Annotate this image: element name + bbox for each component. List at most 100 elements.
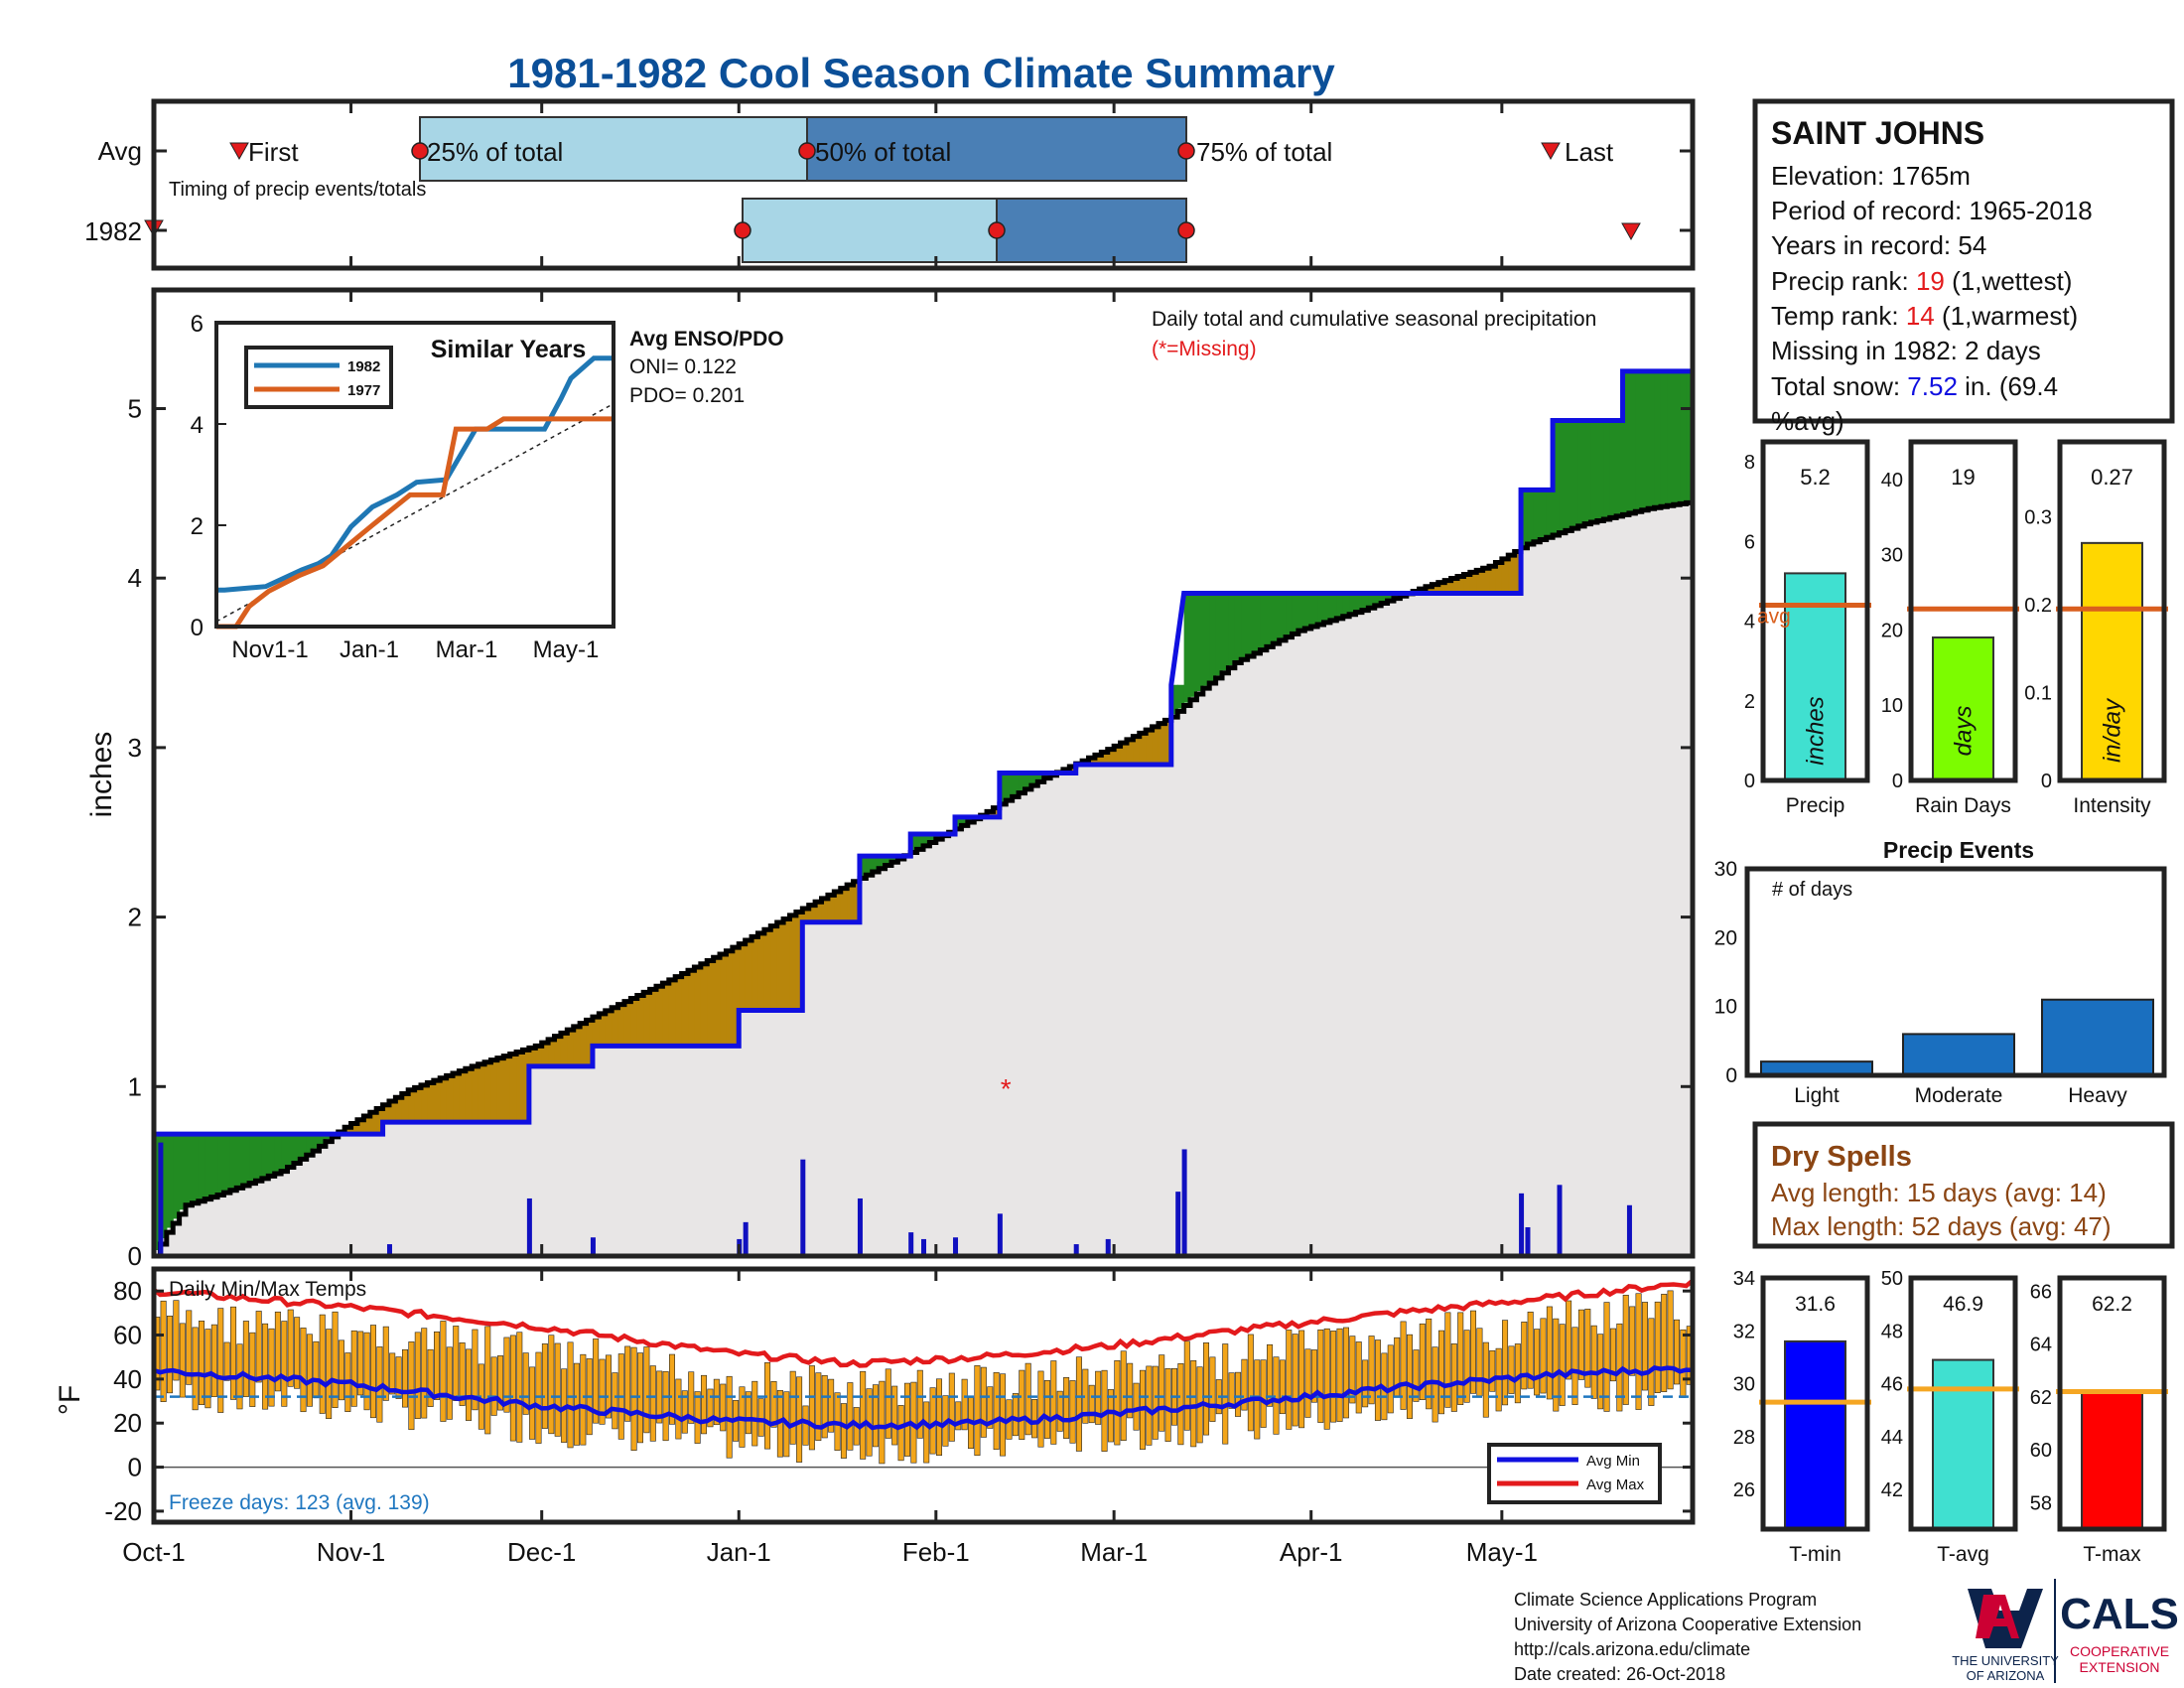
daily-temp-bar [1444,1312,1451,1408]
below-avg-band [580,1022,588,1066]
timing-percentile-dot [798,142,816,160]
below-avg-band [675,975,683,1047]
below-avg-band [1450,577,1458,594]
temp-summary-bar-2 [2081,1390,2143,1530]
below-avg-band [592,1015,600,1047]
daily-temp-bar [230,1306,237,1400]
below-avg-band [1114,744,1122,765]
below-avg-band [636,993,644,1047]
inset-xtick: May-1 [533,636,600,663]
below-avg-band [1432,583,1439,594]
above-avg-band [1342,593,1350,616]
daily-temp-bar [395,1356,402,1399]
below-avg-band [1514,549,1522,594]
daily-temp-bar [1146,1365,1153,1446]
below-avg-band [541,1041,549,1066]
footer-line2: University of Arizona Cooperative Extens… [1514,1615,1861,1634]
timing-p50-label: 50% of total [815,137,951,167]
below-avg-band [643,990,651,1047]
below-avg-band [1146,728,1154,765]
above-avg-band [1571,420,1579,527]
above-avg-band [879,856,887,868]
dry-frame [1752,1121,2175,1249]
below-avg-band [1069,765,1077,774]
daily-temp-bar [1286,1330,1293,1430]
mini-ytick: 0 [2041,771,2052,792]
below-avg-band [350,1121,358,1135]
daily-temp-bar [484,1326,491,1435]
above-avg-band [1304,593,1312,629]
inset-xtick: Jan-1 [340,636,399,663]
daily-precip-bar [1181,1149,1187,1256]
daily-temp-bar [160,1300,167,1403]
temp-summary-ytick: 32 [1733,1321,1755,1342]
daily-temp-bar [1667,1290,1674,1390]
daily-temp-bar [427,1348,434,1407]
below-avg-band [509,1053,517,1123]
avg-cumulative-line [154,499,1696,1259]
avg-timing-bar-25-50 [419,116,808,182]
daily-temp-bar [847,1382,854,1451]
above-avg-band [236,1134,244,1188]
daily-temp-bar [1050,1360,1057,1445]
daily-temp-bar [1304,1348,1311,1418]
above-avg-band [929,833,937,841]
below-avg-band [821,897,829,922]
inset-series-1977 [216,416,614,630]
below-avg-band [414,1086,422,1123]
events-title: Precip Events [1883,837,2034,863]
daily-temp-bar [363,1332,370,1411]
above-avg-band [1266,593,1274,645]
station-snow: Total snow: 7.52 in. (69.4 [1771,371,2058,401]
below-avg-band [478,1062,485,1123]
snow-value: 7.52 [1907,371,1958,401]
above-avg-band [274,1134,282,1173]
above-avg-band [1546,490,1554,537]
timing-last-label: Last [1565,137,1614,167]
daily-temp-bar [1571,1327,1578,1405]
daily-precip-bar [1525,1226,1531,1256]
daily-temp-bar [541,1343,548,1429]
daily-temp-bar [522,1352,529,1415]
daily-temp-bar [656,1370,663,1424]
precip-frame [151,287,1696,1259]
1982-timing-bar-25-50 [742,198,998,263]
inset-title: Similar Years [431,336,587,363]
above-avg-band [1006,773,1014,799]
timing-first-last-marker [1621,222,1641,241]
daily-temp-bar [1603,1302,1610,1412]
daily-temp-bar [1056,1390,1063,1432]
mini-ytick: 0 [1892,771,1903,792]
temp-summary-ytick: 50 [1881,1268,1903,1290]
daily-temp-bar [192,1327,199,1411]
daily-temp-bar [993,1371,1000,1451]
above-avg-band [313,1134,321,1149]
daily-temp-bar [1577,1309,1584,1380]
daily-temp-bar [612,1372,618,1430]
daily-temp-bar [242,1321,249,1397]
above-avg-band [872,856,880,871]
daily-temp-bar [923,1401,930,1464]
temp-ylabel: °F [54,1385,86,1415]
daily-temp-bar [751,1380,758,1447]
daily-precip-bar [1557,1185,1563,1256]
below-avg-band [707,958,715,1047]
station-period: Period of record: 1965-2018 [1771,196,2093,225]
events-ytick: 10 [1714,996,1737,1019]
daily-temp-bar [1063,1377,1070,1439]
coop-line2: EXTENSION [2080,1659,2160,1675]
daily-temp-bar [382,1326,389,1401]
daily-temp-bar [567,1341,574,1449]
university-of-arizona-logo: THE UNIVERSITY OF ARIZONA [1952,1589,2059,1683]
timing-caption: Timing of precip events/totals [169,179,426,201]
below-avg-band [739,941,747,1011]
temp-title: Daily Min/Max Temps [169,1278,366,1301]
temp-summary-name-label: T-min [1789,1543,1842,1566]
month-label: May-1 [1466,1537,1538,1567]
below-avg-band [472,1064,479,1123]
below-avg-band [612,1006,619,1047]
daily-temp-bar [1648,1318,1655,1406]
daily-precip-bar [857,1197,863,1256]
daily-temp-bar [948,1372,955,1442]
